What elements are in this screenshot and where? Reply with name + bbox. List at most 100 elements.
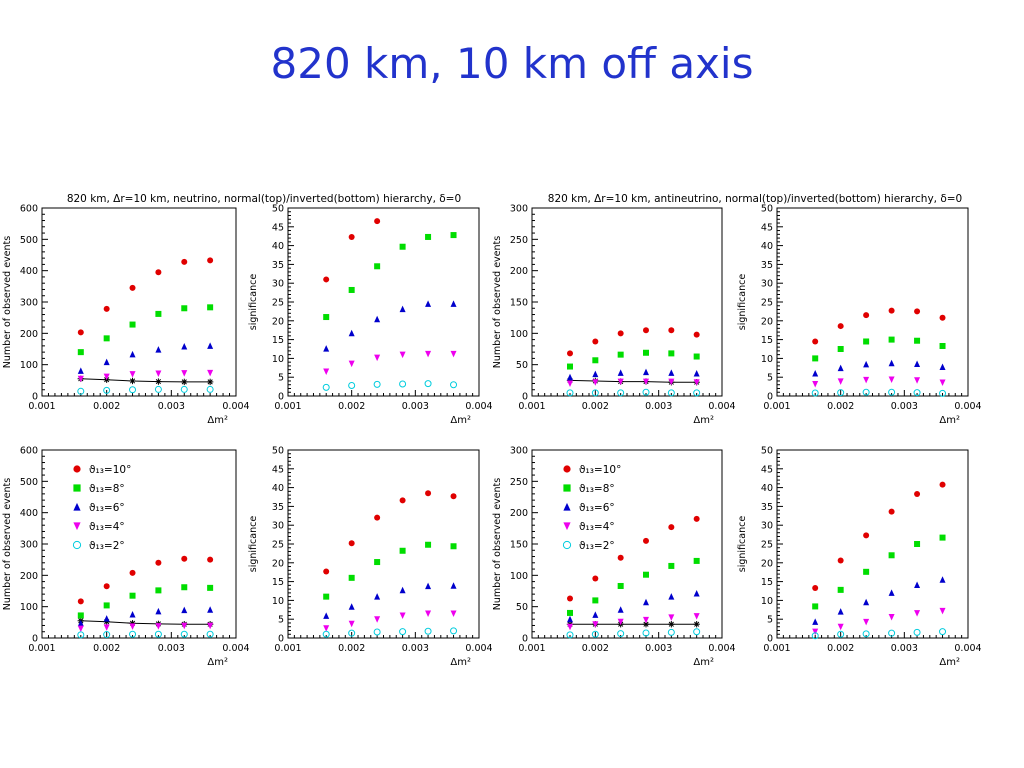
y-axis-label: Number of observed events (492, 478, 503, 610)
y-tick-label: 10 (761, 354, 773, 365)
data-point (425, 300, 432, 307)
x-tick-label: 0.001 (763, 401, 790, 412)
data-point (888, 388, 896, 396)
x-tick-label: 0.002 (93, 643, 120, 654)
series-theta13-8deg (77, 304, 214, 356)
y-tick-label: 15 (761, 335, 773, 346)
data-point (939, 342, 946, 349)
legend-label: ϑ₁₃=10° (579, 464, 621, 476)
data-point (323, 625, 330, 632)
y-axis-label: Number of observed events (2, 236, 13, 368)
x-tick-label: 0.004 (954, 643, 981, 654)
legend-label: ϑ₁₃=2° (579, 540, 615, 552)
x-tick-label: 0.001 (274, 643, 301, 654)
data-point (425, 610, 432, 618)
data-point (103, 602, 110, 609)
data-point (812, 603, 819, 610)
data-point (348, 574, 355, 581)
x-tick-label: 0.002 (582, 643, 609, 654)
legend-marker (563, 484, 571, 492)
data-point (567, 623, 573, 631)
y-tick-label: 45 (272, 222, 284, 233)
y-tick-label: 0 (32, 634, 38, 645)
figure-header-neutrino: 820 km, Δr=10 km, neutrino, normal(top)/… (67, 193, 461, 205)
data-point (693, 389, 701, 397)
series-theta13-4deg (812, 607, 946, 636)
y-tick-label: 400 (20, 266, 38, 277)
data-point (103, 631, 111, 639)
data-point (617, 369, 624, 376)
background-point (693, 621, 700, 628)
series-theta13-6deg (567, 368, 700, 381)
data-point (103, 615, 110, 622)
x-tick-label: 0.002 (93, 401, 120, 412)
page-title: 820 km, 10 km off axis (270, 39, 754, 88)
data-point (103, 583, 110, 590)
x-tick-label: 0.004 (708, 643, 735, 654)
series-theta13-4deg (323, 350, 457, 376)
y-tick-label: 200 (20, 329, 38, 340)
data-point (425, 541, 432, 548)
series-theta13-6deg (323, 300, 457, 352)
data-point (450, 493, 457, 500)
y-tick-label: 500 (20, 477, 38, 488)
x-tick-label: 0.002 (338, 643, 365, 654)
y-axis-label: Number of observed events (492, 236, 503, 368)
plot-frame (531, 449, 723, 639)
data-point (323, 345, 330, 352)
y-axis-label: significance (248, 274, 259, 331)
data-point (693, 628, 701, 636)
data-point (837, 608, 844, 615)
data-point (668, 593, 675, 600)
data-point (207, 257, 214, 264)
background-point (668, 621, 675, 628)
data-point (837, 346, 844, 352)
series-theta13-4deg (812, 376, 946, 388)
data-point (77, 619, 84, 627)
data-point (155, 607, 162, 615)
y-tick-label: 45 (761, 222, 773, 233)
data-point (567, 350, 573, 357)
data-point (103, 373, 110, 381)
x-tick-label: 0.001 (763, 643, 790, 654)
data-point (617, 554, 624, 561)
x-tick-label: 0.004 (465, 643, 492, 654)
y-tick-label: 0 (767, 392, 773, 403)
legend-label: ϑ₁₃=6° (579, 502, 615, 514)
data-point (888, 336, 895, 343)
data-point (566, 389, 574, 397)
x-tick-label: 0.002 (582, 401, 609, 412)
x-tick-label: 0.003 (402, 643, 429, 654)
background-line (80, 378, 211, 383)
y-tick-label: 5 (767, 615, 773, 626)
data-point (450, 582, 457, 589)
data-point (348, 233, 355, 240)
data-point (837, 323, 844, 330)
chart-panel-antinu-normal-events: 0 50 100 150 200 250 300 0.001 0.002 0.003 0.004 Δm… (492, 204, 736, 427)
data-point (323, 593, 330, 600)
data-point (399, 243, 406, 250)
y-tick-label: 5 (278, 373, 284, 384)
y-tick-label: 25 (272, 298, 284, 309)
x-tick-label: 0.003 (645, 401, 672, 412)
data-point (914, 360, 921, 368)
legend-marker (563, 465, 571, 473)
plot-frame (41, 207, 237, 397)
y-tick-label: 0 (32, 392, 38, 403)
data-point (939, 389, 947, 397)
y-tick-label: 0 (278, 392, 284, 403)
data-point (591, 389, 599, 397)
y-tick-label: 30 (761, 521, 773, 532)
y-tick-label: 15 (761, 577, 773, 588)
y-tick-label: 30 (272, 521, 284, 532)
data-point (77, 349, 84, 356)
series-theta13-10deg (77, 257, 214, 336)
data-point (939, 314, 946, 321)
data-point (811, 632, 819, 640)
y-tick-label: 600 (20, 204, 38, 215)
y-tick-label: 20 (272, 316, 284, 327)
chart-panel-antinu-inverted-significance: 0 5 10 15 20 25 30 35 40 45 50 0.001 0.002 0.003 0.004… (737, 446, 982, 669)
data-point (888, 629, 896, 637)
y-axis-label: Number of observed events (2, 478, 13, 610)
